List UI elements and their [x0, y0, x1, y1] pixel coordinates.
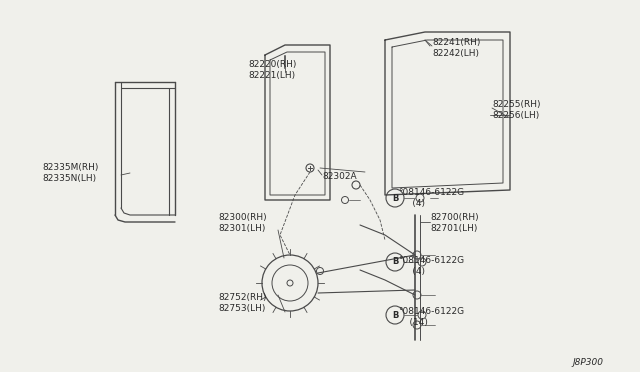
Text: 82700(RH)
82701(LH): 82700(RH) 82701(LH) — [430, 213, 479, 233]
Text: °08146-6122G
    (14): °08146-6122G (14) — [398, 307, 464, 327]
Text: 82752(RH)
82753(LH): 82752(RH) 82753(LH) — [218, 293, 266, 313]
Text: B: B — [392, 311, 398, 320]
Text: 82241(RH)
82242(LH): 82241(RH) 82242(LH) — [432, 38, 481, 58]
Text: 82300(RH)
82301(LH): 82300(RH) 82301(LH) — [218, 213, 267, 233]
Text: °08146-6122G
     (4): °08146-6122G (4) — [398, 256, 464, 276]
Text: B: B — [392, 257, 398, 266]
Text: 82302A: 82302A — [322, 172, 356, 181]
Text: 82220(RH)
82221(LH): 82220(RH) 82221(LH) — [248, 60, 296, 80]
Text: °08146-6122G
     (4): °08146-6122G (4) — [398, 188, 464, 208]
Text: 82335M(RH)
82335N(LH): 82335M(RH) 82335N(LH) — [42, 163, 99, 183]
Text: J8P300: J8P300 — [572, 358, 603, 367]
Text: 82255(RH)
82256(LH): 82255(RH) 82256(LH) — [492, 100, 541, 120]
Text: B: B — [392, 193, 398, 202]
